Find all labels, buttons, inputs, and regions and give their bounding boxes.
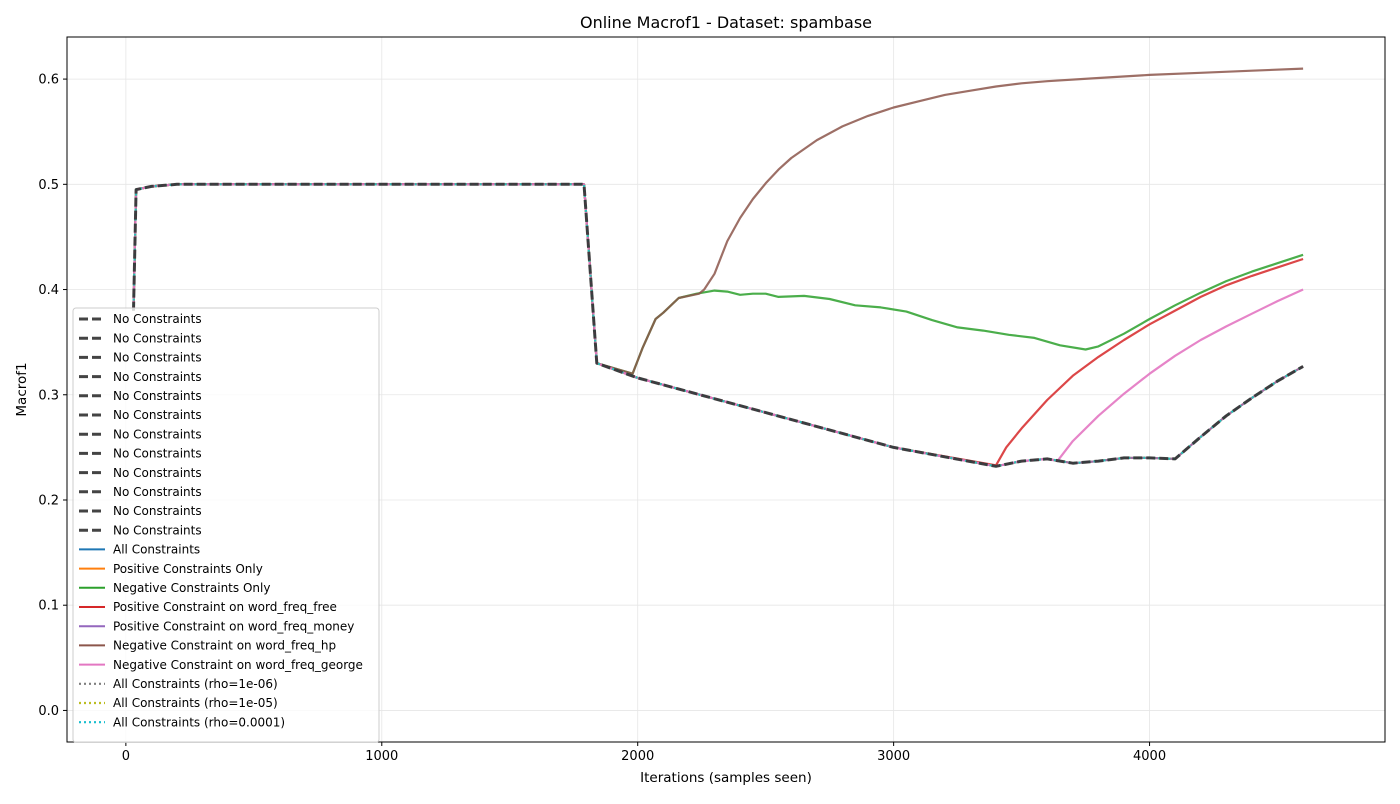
y-tick-label: 0.3: [38, 388, 59, 403]
series-lines: [132, 67, 1304, 468]
plot-frame: [66, 36, 1386, 743]
legend-label: No Constraints: [113, 351, 202, 365]
legend-label: No Constraints: [113, 408, 202, 422]
legend-label: No Constraints: [113, 504, 202, 518]
y-tick-label: 0.1: [38, 599, 59, 614]
legend-label: Positive Constraints Only: [113, 562, 263, 576]
x-tick-label: 4000: [1133, 749, 1166, 764]
legend-label: All Constraints (rho=0.0001): [113, 715, 285, 729]
x-tick-label: 3000: [877, 749, 910, 764]
legend-label: All Constraints (rho=1e-05): [113, 696, 278, 710]
y-tick-label: 0.0: [38, 704, 59, 719]
y-tick-label: 0.6: [38, 73, 59, 88]
legend-label: Negative Constraint on word_freq_george: [113, 658, 363, 672]
legend-label: All Constraints: [113, 543, 200, 557]
legend-label: No Constraints: [113, 447, 202, 461]
x-tick-label: 1000: [365, 749, 398, 764]
y-axis-label: Macrof1: [14, 362, 30, 416]
y-tick-label: 0.4: [38, 283, 59, 298]
y-tick-label: 0.5: [38, 178, 59, 193]
axis-ticks: 0 1000 2000 3000 4000 0.0 0.1 0.2 0.3 0.4 0.5 0.6: [38, 73, 1166, 764]
legend-label: No Constraints: [113, 523, 202, 537]
legend-label: No Constraints: [113, 331, 202, 345]
y-tick-label: 0.2: [38, 493, 59, 508]
legend-label: Positive Constraint on word_freq_money: [113, 619, 354, 633]
legend-label: Positive Constraint on word_freq_free: [113, 600, 337, 614]
chart-title: Online Macrof1 - Dataset: spambase: [580, 13, 872, 32]
series-line-10: [132, 182, 1304, 468]
legend: No Constraints No Constraints No Constrain…: [72, 307, 380, 743]
legend-label: No Constraints: [113, 485, 202, 499]
legend-box: [72, 307, 380, 743]
legend-label: No Constraints: [113, 312, 202, 326]
legend-label: No Constraints: [113, 427, 202, 441]
legend-label: Negative Constraints Only: [113, 581, 270, 595]
x-tick-label: 0: [122, 749, 130, 764]
legend-label: Negative Constraint on word_freq_hp: [113, 639, 336, 653]
legend-label: All Constraints (rho=1e-06): [113, 677, 278, 691]
x-tick-label: 2000: [621, 749, 654, 764]
legend-label: No Constraints: [113, 466, 202, 480]
legend-label: No Constraints: [113, 370, 202, 384]
legend-label: No Constraints: [113, 389, 202, 403]
x-axis-label: Iterations (samples seen): [640, 770, 812, 786]
